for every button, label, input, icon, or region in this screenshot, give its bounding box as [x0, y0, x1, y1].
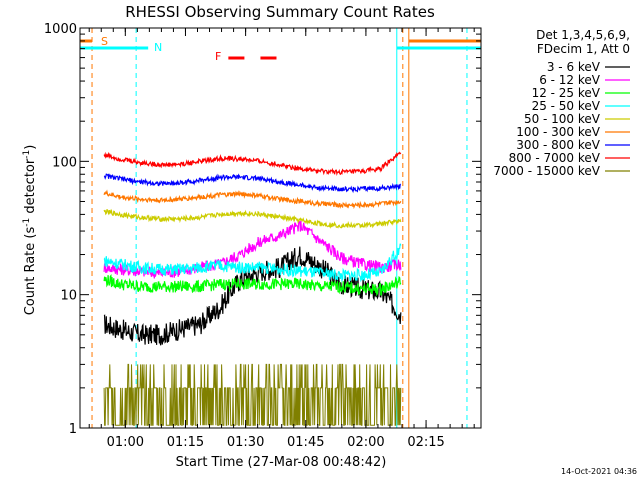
series-line-9 [103, 363, 402, 426]
legend-label-9: 7000 - 15000 keV [493, 164, 600, 178]
series-line-6 [103, 189, 402, 210]
y-axis-label-sup-1: -1 [22, 218, 32, 227]
y-axis-label-main: Count Rate (s [23, 227, 38, 316]
x-tick-label-5: 02:00 [347, 435, 384, 450]
y-tick-label-1: 1 [69, 422, 77, 437]
chart-title: RHESSI Observing Summary Count Rates [125, 3, 435, 21]
series-line-5 [103, 208, 402, 229]
timestamp: 14-Oct-2021 04:36 [561, 467, 637, 476]
y-tick-label-3: 100 [52, 155, 77, 170]
legend-label-4: 25 - 50 keV [532, 99, 601, 113]
x-tick-label-4: 01:45 [287, 435, 324, 450]
y-axis-label-mid: detector [23, 158, 38, 218]
y-tick-label-4: 1000 [44, 22, 77, 37]
series-line-7 [103, 173, 401, 194]
n-marker-label: N [154, 41, 162, 54]
legend-label-8: 800 - 7000 keV [509, 151, 601, 165]
y-axis-label-end: ) [23, 145, 38, 150]
plot-frame [79, 27, 482, 429]
x-tick-label-2: 01:15 [167, 435, 204, 450]
plot-area [91, 28, 468, 428]
legend-label-1: 3 - 6 keV [547, 60, 601, 74]
legend-label-6: 100 - 300 keV [516, 125, 600, 139]
series-line-8 [103, 151, 402, 176]
s-marker-label: S [101, 35, 108, 48]
legend-label-5: 50 - 100 keV [524, 112, 601, 126]
legend-header-line-2: FDecim 1, Att 0 [537, 42, 630, 56]
legend: Det 1,3,4,5,6,9, FDecim 1, Att 0 3 - 6 k… [493, 28, 630, 178]
legend-header-line-1: Det 1,3,4,5,6,9, [536, 28, 630, 42]
x-axis-label: Start Time (27-Mar-08 00:48:42) [176, 455, 387, 470]
x-tick-label-1: 01:00 [107, 435, 144, 450]
f-marker-label: F [215, 50, 221, 63]
x-tick-label-6: 02:15 [407, 435, 444, 450]
series-line-3 [103, 274, 402, 297]
y-axis-label: Count Rate (s-1 detector-1) [22, 145, 38, 316]
y-axis-label-sup-2: -1 [22, 150, 32, 159]
legend-label-2: 6 - 12 keV [539, 73, 601, 87]
legend-label-3: 12 - 25 keV [532, 86, 601, 100]
series-line-4 [103, 243, 402, 283]
axes: 1 10 100 1000 01:00 01:15 01:30 01:45 02:00 02:15 [44, 22, 482, 450]
x-tick-label-3: 01:30 [227, 435, 264, 450]
y-tick-label-2: 10 [60, 289, 77, 304]
legend-label-7: 300 - 800 keV [516, 138, 600, 152]
